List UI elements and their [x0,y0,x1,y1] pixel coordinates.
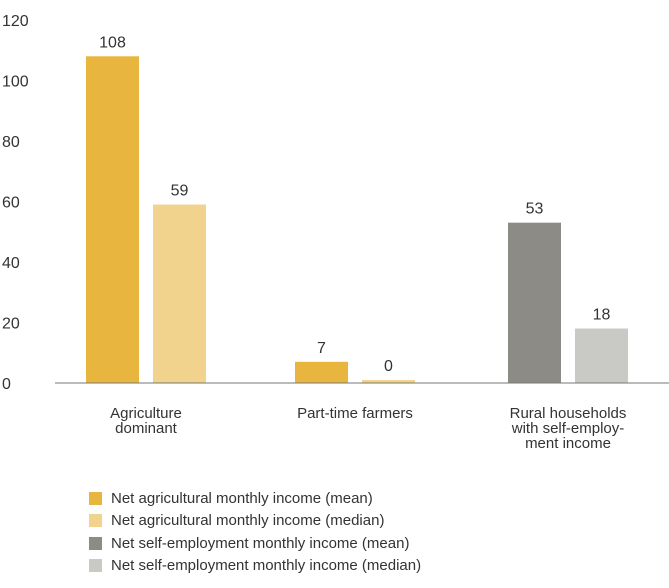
y-tick-label: 40 [2,255,20,272]
y-tick-label: 20 [2,316,20,333]
y-tick-label: 100 [2,74,29,91]
bar [508,222,561,383]
bar [295,361,348,383]
category-label: Agriculture dominant [110,405,182,437]
bar [575,328,628,383]
category-labels: Agriculture dominant Part-time farmers Rura… [110,405,626,452]
y-axis: 0 20 40 60 80 100 120 [2,13,29,393]
bar-value-label: 0 [384,358,393,375]
bar-value-label: 59 [171,183,189,200]
y-tick-label: 80 [2,134,20,151]
legend-item: Net self-employment monthly income (medi… [89,555,421,578]
legend-label: Net agricultural monthly income (median) [111,512,385,530]
y-tick-label: 120 [2,13,29,30]
bar [86,56,139,384]
bar-value-label: 7 [317,340,326,357]
legend-swatch [89,559,102,573]
y-tick-label: 60 [2,195,20,212]
bars [86,56,628,384]
legend-label: Net self-employment monthly income (medi… [111,557,422,575]
bar-value-label: 18 [593,307,611,324]
legend-swatch [89,536,102,550]
y-tick-label: 0 [2,376,11,393]
bar-value-label: 108 [99,34,126,51]
legend-item: Net self-employment monthly income (mean… [89,532,421,555]
legend: Net agricultural monthly income (mean) Ne… [89,487,421,577]
bar-chart: 0 20 40 60 80 100 120 108 59 7 0 53 18 Agriculture d… [2,13,669,452]
category-label: Rural households with self-employ-ment in… [510,405,627,452]
legend-label: Net agricultural monthly income (mean) [111,489,373,507]
category-label: Part-time farmers [297,405,413,422]
bar [362,380,415,383]
legend-swatch [89,514,102,528]
legend-label: Net self-employment monthly income (mean… [111,534,410,552]
bar-value-label: 53 [526,201,544,218]
bar-value-labels: 108 59 7 0 53 18 [99,34,610,375]
legend-item: Net agricultural monthly income (median) [89,510,421,533]
legend-item: Net agricultural monthly income (mean) [89,487,421,510]
bar [153,204,206,383]
legend-swatch [89,491,102,505]
